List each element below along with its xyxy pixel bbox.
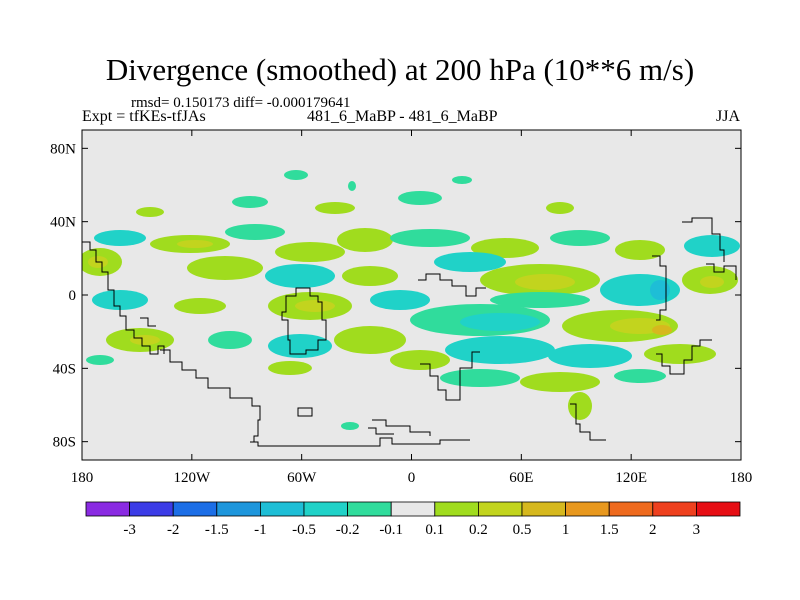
colorbar-swatch — [390, 501, 436, 517]
colorbar-label: -2 — [167, 522, 180, 538]
colorbar-swatch — [172, 501, 218, 517]
longitude-axis: 180 120W 60W 0 60E 120E 180 — [71, 130, 753, 486]
colorbar-label: -1.5 — [205, 522, 229, 538]
colorbar-label: 0.2 — [469, 522, 488, 538]
colorbar-swatch — [303, 501, 348, 517]
colorbar-label: 3 — [693, 522, 701, 538]
lon-tick-label: 120E — [615, 470, 647, 486]
rmsd-diff-stats: rmsd= 0.150173 diff= -0.000179641 — [131, 95, 351, 111]
greenland-outline — [281, 287, 327, 355]
north-america-outline — [82, 241, 165, 355]
colorbar-label: -3 — [123, 522, 136, 538]
colorbar-swatch — [129, 501, 174, 517]
colorbar-swatch — [696, 501, 741, 517]
colorbar-swatch — [216, 501, 261, 517]
colorbar-swatch — [652, 501, 697, 517]
lon-tick-label: 180 — [730, 470, 753, 486]
colorbar-label: -0.1 — [379, 522, 403, 538]
colorbar-label: 2 — [649, 522, 657, 538]
pacific-islands-outline — [706, 263, 737, 280]
latitude-axis: 80N 40N 0 40S 80S — [50, 141, 741, 451]
colorbar-swatch — [347, 501, 392, 517]
colorbar: -3 -2 -1.5 -1 -0.5 -0.2 -0.1 0.1 0.2 0.5 1 1.5 2 3 — [85, 501, 741, 538]
lon-tick-label: 0 — [408, 470, 416, 486]
positive-patches-north — [94, 170, 740, 262]
east-asia-outline — [682, 217, 725, 262]
southern-patches — [86, 326, 716, 430]
runs-label: 481_6_MaBP - 481_6_MaBP — [307, 108, 498, 125]
colorbar-label: -0.2 — [336, 522, 360, 538]
lat-tick-label: 40S — [53, 361, 76, 377]
colorbar-label: 0.5 — [513, 522, 532, 538]
colorbar-swatch — [565, 501, 610, 517]
lat-tick-label: 80N — [50, 141, 76, 157]
island-outline — [297, 407, 313, 417]
lon-tick-label: 60W — [287, 470, 317, 486]
antarctic-peninsula-outline — [368, 427, 394, 435]
colorbar-label: 1.5 — [600, 522, 619, 538]
central-america-outline — [140, 317, 156, 327]
colorbar-swatch — [434, 501, 479, 517]
colorbar-swatch — [259, 501, 305, 517]
tropical-patches — [82, 248, 738, 342]
lon-tick-label: 120W — [173, 470, 211, 486]
colorbar-label: 1 — [562, 522, 570, 538]
colorbar-swatch — [521, 501, 566, 517]
colorbar-swatch — [608, 501, 654, 517]
map-plot-area — [81, 129, 742, 461]
madagascar-outline — [570, 403, 606, 441]
colorbar-swatch — [85, 501, 130, 517]
colorbar-label: 0.1 — [425, 522, 444, 538]
australia-outline — [656, 339, 712, 375]
lat-tick-label: 80S — [53, 435, 76, 451]
plot-title: Divergence (smoothed) at 200 hPa (10**6 … — [105, 52, 695, 87]
experiment-label: Expt = tfKEs-tfJAs — [82, 108, 206, 125]
colorbar-label: -1 — [254, 522, 267, 538]
europe-outline — [418, 273, 486, 297]
lon-tick-label: 180 — [71, 470, 94, 486]
colorbar-label: -0.5 — [292, 522, 316, 538]
colorbar-swatch — [477, 501, 523, 517]
south-america-outline — [160, 349, 261, 442]
antarctic-coast-outline — [372, 419, 431, 436]
lat-tick-label: 40N — [50, 215, 76, 231]
asia-outline — [652, 255, 667, 321]
lon-tick-label: 60E — [509, 470, 533, 486]
continent-outlines — [82, 217, 737, 447]
divergence-contours — [82, 170, 740, 430]
season-label: JJA — [715, 108, 740, 125]
africa-outline — [420, 351, 480, 401]
lat-tick-label: 0 — [69, 288, 77, 304]
antarctica-outline — [250, 437, 470, 447]
